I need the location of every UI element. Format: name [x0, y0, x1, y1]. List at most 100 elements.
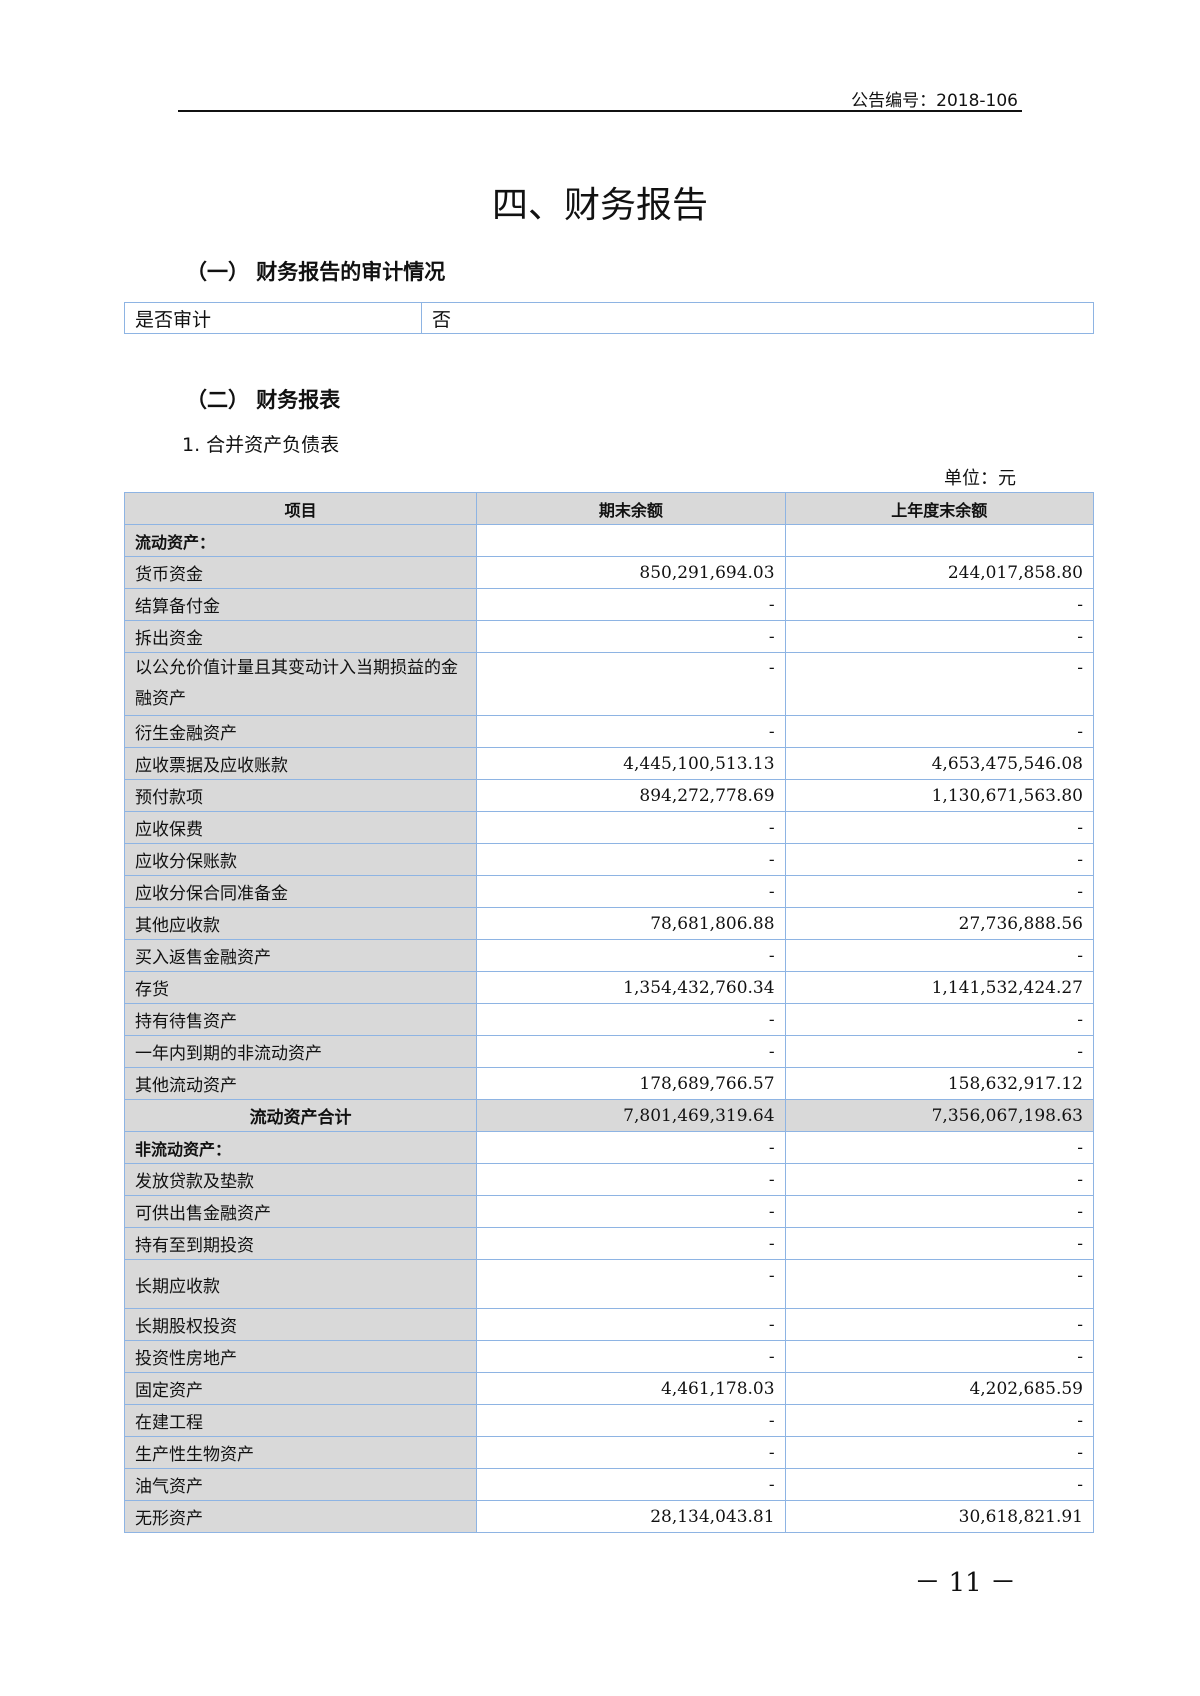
page-number: － 11 － — [914, 1568, 1016, 1598]
row-item: 一年内到期的非流动资产 — [123, 1035, 478, 1068]
table-row: 非流动资产： - - — [123, 1131, 1095, 1164]
row-end-balance: - — [476, 1163, 786, 1196]
row-end-balance: - — [476, 1404, 786, 1437]
row-end-balance: - — [476, 1131, 786, 1164]
row-item: 结算备付金 — [123, 588, 478, 621]
row-prev-balance: - — [784, 1259, 1095, 1309]
row-end-balance: - — [476, 843, 786, 876]
table-row: 持有至到期投资 - - — [123, 1227, 1095, 1260]
row-item: 应收分保账款 — [123, 843, 478, 876]
row-item: 货币资金 — [123, 556, 478, 589]
row-prev-balance: - — [784, 1131, 1095, 1164]
table-row: 发放贷款及垫款 - - — [123, 1163, 1095, 1196]
row-prev-balance: 158,632,917.12 — [784, 1067, 1095, 1100]
table-row: 拆出资金 - - — [123, 620, 1095, 653]
table-row: 其他应收款 78,681,806.88 27,736,888.56 — [123, 907, 1095, 940]
row-end-balance: - — [476, 939, 786, 972]
row-item: 非流动资产： — [123, 1131, 478, 1164]
row-item: 衍生金融资产 — [123, 715, 478, 748]
row-end-balance: - — [476, 588, 786, 621]
row-item: 流动资产合计 — [123, 1099, 478, 1132]
audit-table: 是否审计 否 — [124, 302, 1094, 334]
row-prev-balance: - — [784, 1227, 1095, 1260]
row-prev-balance: - — [784, 1340, 1095, 1373]
row-end-balance: 7,801,469,319.64 — [476, 1099, 786, 1132]
row-end-balance: 850,291,694.03 — [476, 556, 786, 589]
row-item: 生产性生物资产 — [123, 1436, 478, 1469]
row-item: 应收票据及应收账款 — [123, 747, 478, 780]
row-end-balance: - — [476, 1308, 786, 1341]
table-row: 流动资产合计 7,801,469,319.64 7,356,067,198.63 — [123, 1099, 1095, 1132]
row-prev-balance: - — [784, 620, 1095, 653]
balance-sheet-table: 项目 期末余额 上年度末余额 流动资产： 货币资金 850,291,694.03 24… — [123, 492, 1095, 1533]
row-item: 长期应收款 — [123, 1259, 478, 1309]
row-item: 持有至到期投资 — [123, 1227, 478, 1260]
row-end-balance: - — [476, 1468, 786, 1501]
row-prev-balance: - — [784, 1163, 1095, 1196]
row-item: 油气资产 — [123, 1468, 478, 1501]
row-item: 持有待售资产 — [123, 1003, 478, 1036]
row-end-balance: - — [476, 652, 786, 716]
audit-label: 是否审计 — [124, 302, 422, 334]
row-end-balance: - — [476, 1436, 786, 1469]
row-item: 可供出售金融资产 — [123, 1195, 478, 1228]
table-row: 投资性房地产 - - — [123, 1340, 1095, 1373]
table-row: 长期应收款 - - — [123, 1259, 1095, 1309]
row-prev-balance: - — [784, 1436, 1095, 1469]
table-row: 应收分保账款 - - — [123, 843, 1095, 876]
row-prev-balance: - — [784, 811, 1095, 844]
table-row: 应收票据及应收账款 4,445,100,513.13 4,653,475,546.0… — [123, 747, 1095, 780]
row-end-balance: - — [476, 875, 786, 908]
row-end-balance: 4,445,100,513.13 — [476, 747, 786, 780]
table-row: 流动资产： — [123, 524, 1095, 557]
row-end-balance: - — [476, 620, 786, 653]
row-prev-balance: 30,618,821.91 — [784, 1500, 1095, 1533]
row-item: 买入返售金融资产 — [123, 939, 478, 972]
row-end-balance: - — [476, 1340, 786, 1373]
row-prev-balance: 4,653,475,546.08 — [784, 747, 1095, 780]
row-item: 在建工程 — [123, 1404, 478, 1437]
unit-label: 单位：元 — [944, 468, 1016, 489]
table-row: 长期股权投资 - - — [123, 1308, 1095, 1341]
row-prev-balance: 244,017,858.80 — [784, 556, 1095, 589]
row-end-balance: 78,681,806.88 — [476, 907, 786, 940]
row-prev-balance: - — [784, 1035, 1095, 1068]
row-prev-balance: 4,202,685.59 — [784, 1372, 1095, 1405]
row-prev-balance: - — [784, 1308, 1095, 1341]
row-prev-balance: - — [784, 939, 1095, 972]
row-item: 无形资产 — [123, 1500, 478, 1533]
row-prev-balance: - — [784, 588, 1095, 621]
row-prev-balance: 7,356,067,198.63 — [784, 1099, 1095, 1132]
row-item: 流动资产： — [123, 524, 478, 557]
column-header-prev-balance: 上年度末余额 — [784, 492, 1095, 525]
row-item: 预付款项 — [123, 779, 478, 812]
row-end-balance: 894,272,778.69 — [476, 779, 786, 812]
audit-value: 否 — [421, 302, 1094, 334]
row-end-balance — [476, 524, 786, 557]
row-item: 应收分保合同准备金 — [123, 875, 478, 908]
table-row: 一年内到期的非流动资产 - - — [123, 1035, 1095, 1068]
table-row: 持有待售资产 - - — [123, 1003, 1095, 1036]
table-row: 固定资产 4,461,178.03 4,202,685.59 — [123, 1372, 1095, 1405]
table-row: 存货 1,354,432,760.34 1,141,532,424.27 — [123, 971, 1095, 1004]
table-row: 衍生金融资产 - - — [123, 715, 1095, 748]
table-row: 应收保费 - - — [123, 811, 1095, 844]
row-item: 固定资产 — [123, 1372, 478, 1405]
column-header-end-balance: 期末余额 — [476, 492, 786, 525]
table-row: 无形资产 28,134,043.81 30,618,821.91 — [123, 1500, 1095, 1533]
table-row: 应收分保合同准备金 - - — [123, 875, 1095, 908]
row-item: 长期股权投资 — [123, 1308, 478, 1341]
table-row: 买入返售金融资产 - - — [123, 939, 1095, 972]
row-prev-balance — [784, 524, 1095, 557]
header-rule — [178, 110, 1022, 112]
row-end-balance: - — [476, 811, 786, 844]
table-header-row: 项目 期末余额 上年度末余额 — [123, 492, 1095, 525]
table-row: 可供出售金融资产 - - — [123, 1195, 1095, 1228]
table-row: 以公允价值计量且其变动计入当期损益的金融资产 - - — [123, 652, 1095, 716]
table-row: 结算备付金 - - — [123, 588, 1095, 621]
row-prev-balance: 1,141,532,424.27 — [784, 971, 1095, 1004]
table-row: 油气资产 - - — [123, 1468, 1095, 1501]
row-end-balance: - — [476, 1003, 786, 1036]
page-title: 四、财务报告 — [491, 185, 708, 226]
row-end-balance: - — [476, 1227, 786, 1260]
